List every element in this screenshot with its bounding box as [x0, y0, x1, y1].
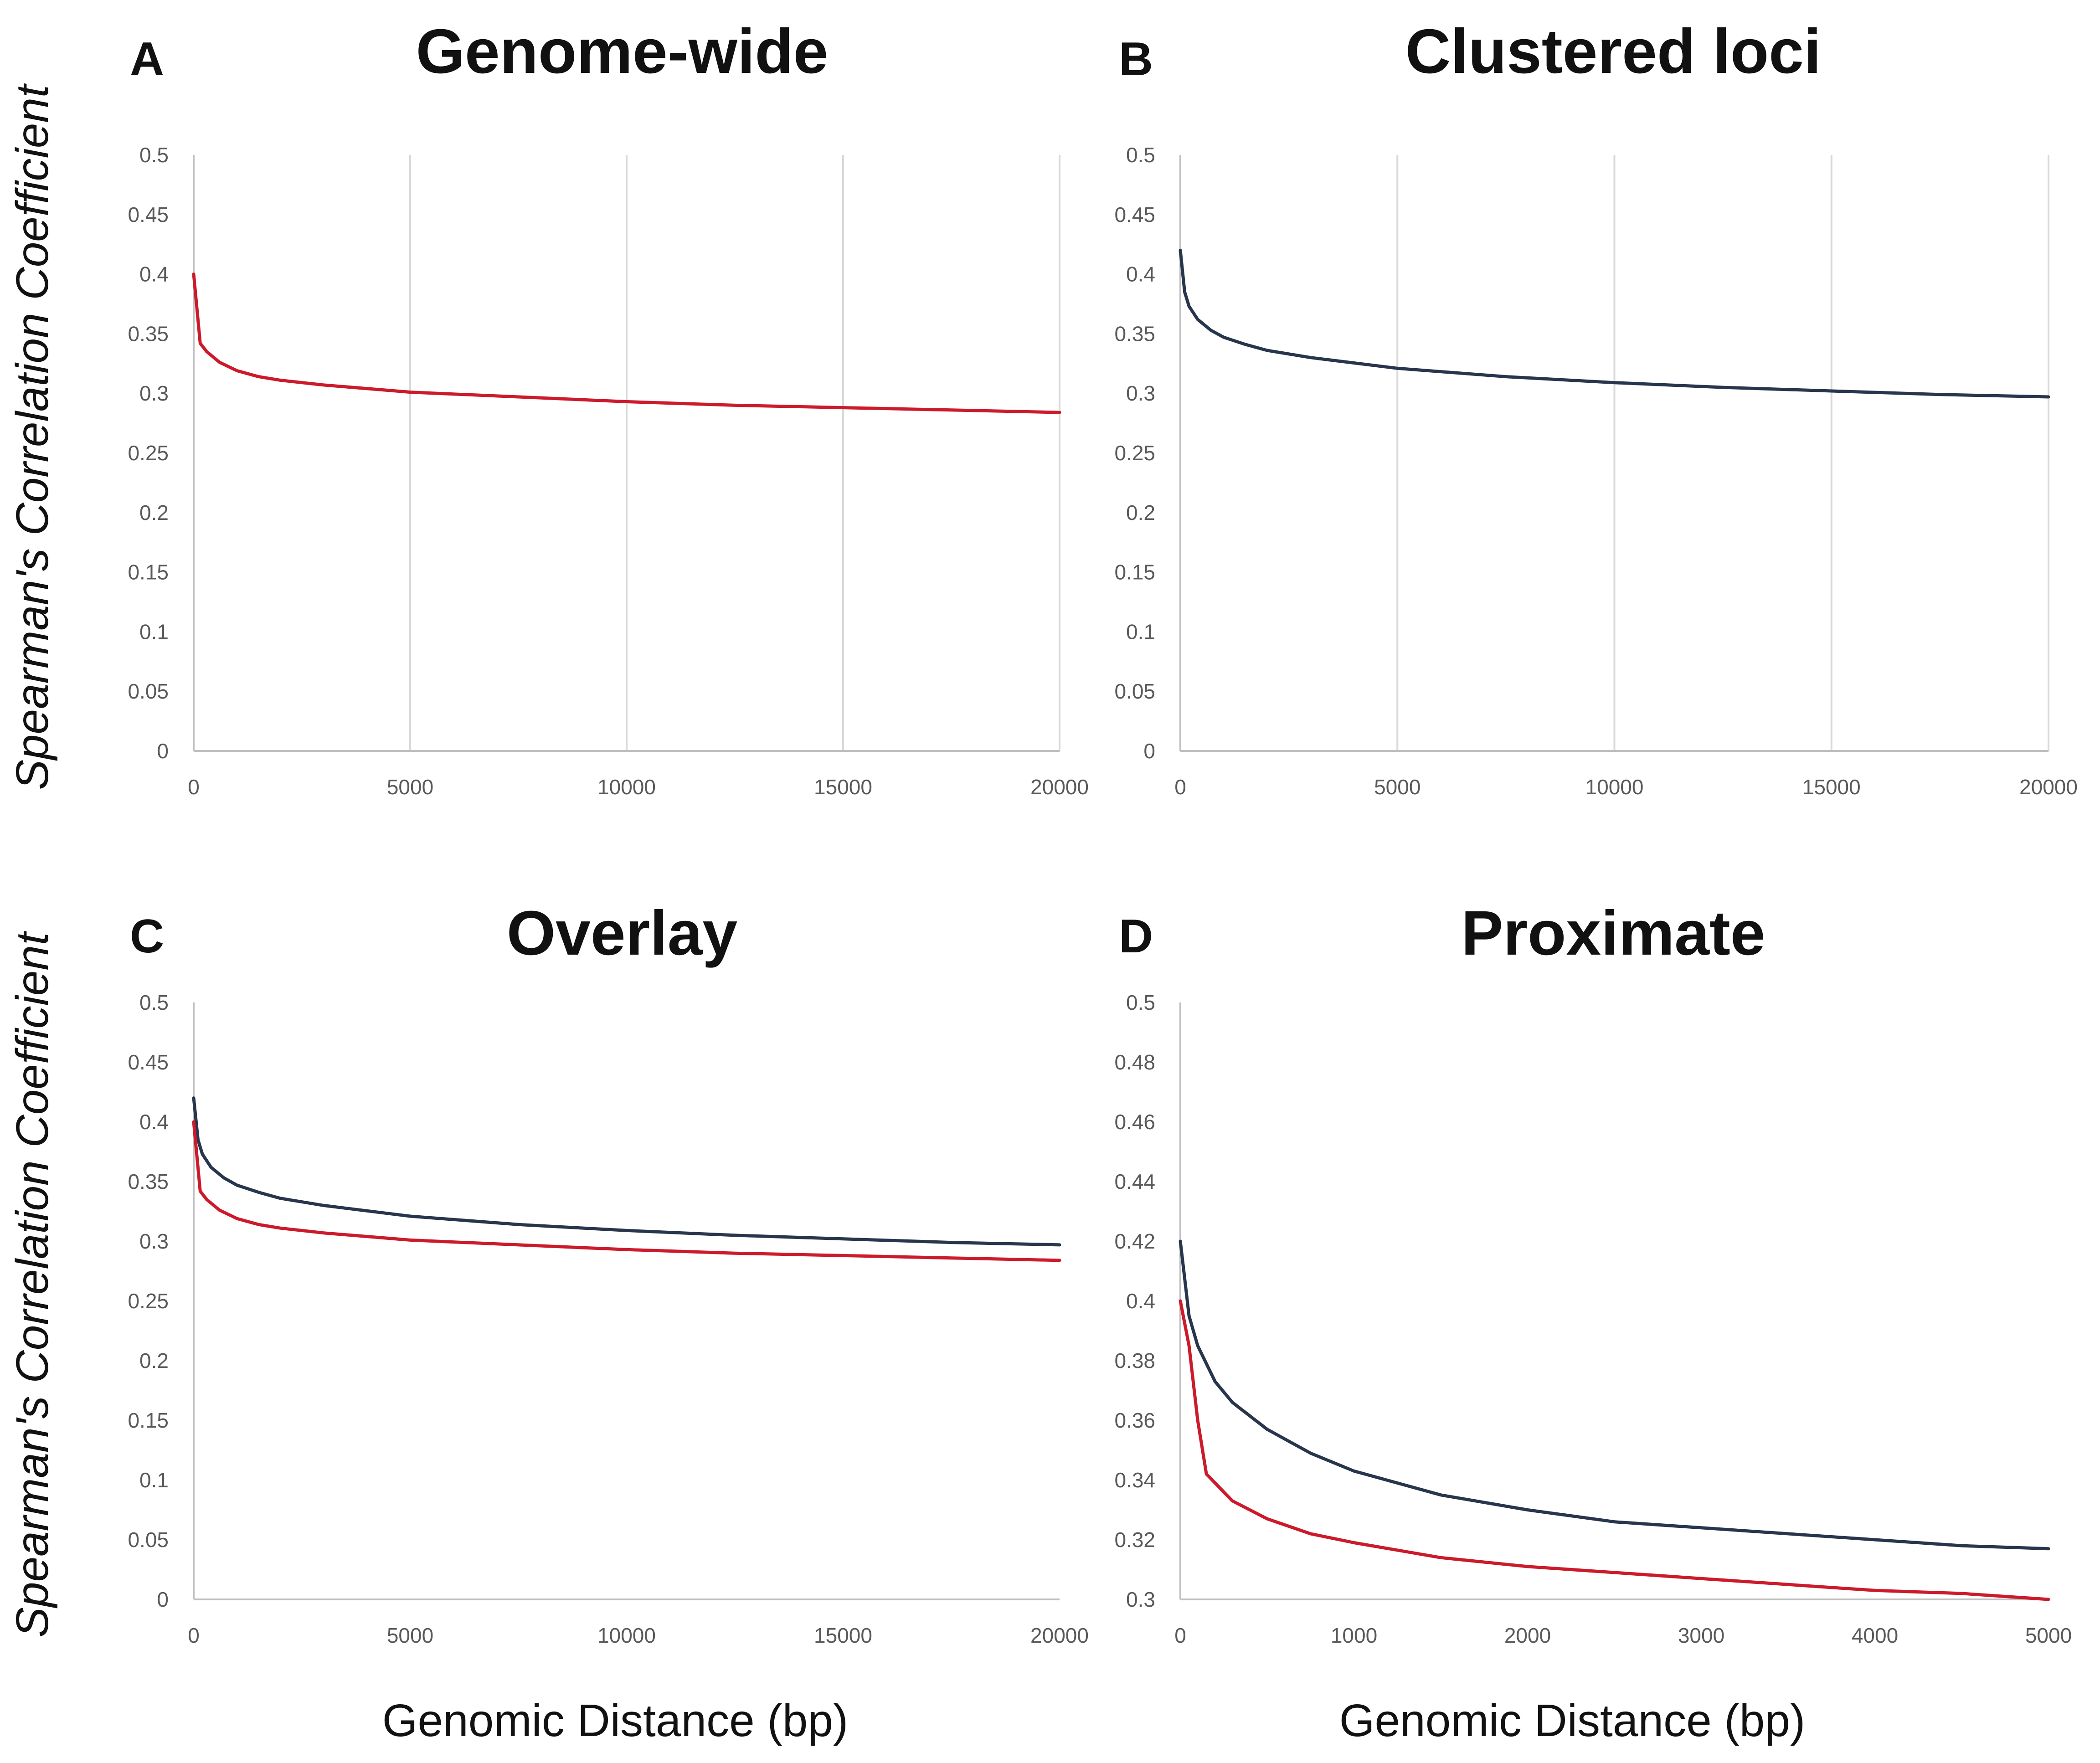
y-tick-label-c: 0	[157, 1588, 169, 1611]
x-tick-label-a: 20000	[1030, 775, 1089, 799]
y-tick-label-b: 0.2	[1126, 501, 1155, 524]
x-tick-label-a: 10000	[597, 775, 656, 799]
y-tick-label-c: 0.3	[139, 1229, 169, 1253]
x-tick-label-a: 5000	[387, 775, 433, 799]
y-tick-label-a: 0	[157, 739, 169, 763]
y-tick-label-a: 0.4	[139, 262, 169, 286]
y-tick-label-c: 0.5	[139, 991, 169, 1014]
chart-panels: Genome-wide A 0 0.05 0.1 0.15 0.2 0.25 0.3 0.35 0.…	[128, 16, 2077, 1647]
x-tick-label-d: 2000	[1504, 1624, 1551, 1647]
y-tick-label-b: 0.5	[1126, 143, 1155, 167]
y-tick-label-b: 0.1	[1126, 620, 1155, 643]
y-tick-label-b: 0.4	[1126, 262, 1155, 286]
panel-b: Clustered loci B 0 0.05 0.1 0.15 0.2 0.25 0.3 0.3…	[1114, 16, 2077, 799]
y-tick-label-d: 0.46	[1114, 1110, 1155, 1134]
y-tick-label-c: 0.25	[128, 1289, 169, 1313]
panel-letter-a: A	[130, 33, 164, 86]
series-line-a-genome-wide	[192, 272, 1061, 414]
y-tick-label-c: 0.4	[139, 1110, 169, 1134]
series-line-c-clustered-loci	[192, 1096, 1061, 1247]
y-tick-label-b: 0.35	[1114, 322, 1155, 345]
series-line-c-genome-wide	[192, 1120, 1061, 1262]
y-tick-label-c: 0.05	[128, 1528, 169, 1552]
x-tick-label-b: 10000	[1585, 775, 1644, 799]
panel-letter-b: B	[1119, 33, 1153, 86]
series-line-d-genome-wide	[1179, 1299, 2050, 1601]
series-line-b-clustered-loci	[1179, 248, 2050, 399]
y-tick-label-d: 0.42	[1114, 1229, 1155, 1253]
y-tick-label-a: 0.35	[128, 322, 169, 345]
y-tick-label-c: 0.2	[139, 1349, 169, 1372]
y-tick-label-d: 0.48	[1114, 1050, 1155, 1074]
y-tick-label-b: 0.15	[1114, 560, 1155, 584]
y-tick-label-a: 0.1	[139, 620, 169, 643]
y-tick-label-d: 0.4	[1126, 1289, 1155, 1313]
panel-letter-d: D	[1119, 910, 1153, 963]
y-tick-label-b: 0.05	[1114, 679, 1155, 703]
y-tick-label-c: 0.35	[128, 1170, 169, 1193]
panel-c: Overlay C 0 0.05 0.1 0.15 0.2 0.25 0.3 0.35 0.4 0.4…	[128, 898, 1088, 1647]
y-tick-label-a: 0.2	[139, 501, 169, 524]
x-tick-label-a: 0	[188, 775, 200, 799]
y-tick-label-d: 0.3	[1126, 1588, 1155, 1611]
panel-title-c: Overlay	[507, 898, 738, 968]
x-tick-label-b: 20000	[2019, 775, 2078, 799]
y-tick-label-a: 0.45	[128, 203, 169, 226]
y-tick-label-c: 0.45	[128, 1050, 169, 1074]
x-axis-label-left: Genomic Distance (bp)	[382, 1695, 849, 1746]
y-tick-label-d: 0.36	[1114, 1408, 1155, 1432]
x-tick-label-a: 15000	[814, 775, 872, 799]
x-tick-label-d: 3000	[1678, 1624, 1724, 1647]
y-tick-label-a: 0.25	[128, 441, 169, 465]
x-tick-label-c: 15000	[814, 1624, 872, 1647]
panel-letter-c: C	[130, 910, 164, 963]
y-tick-label-b: 0	[1143, 739, 1155, 763]
x-tick-label-b: 5000	[1374, 775, 1421, 799]
y-tick-label-b: 0.3	[1126, 381, 1155, 405]
x-tick-label-b: 15000	[1802, 775, 1861, 799]
y-tick-label-d: 0.38	[1114, 1349, 1155, 1372]
y-tick-label-d: 0.32	[1114, 1528, 1155, 1552]
x-tick-label-d: 1000	[1331, 1624, 1377, 1647]
x-tick-label-d: 0	[1174, 1624, 1186, 1647]
y-tick-label-a: 0.15	[128, 560, 169, 584]
x-axis-label-right: Genomic Distance (bp)	[1339, 1695, 1806, 1746]
y-tick-label-d: 0.34	[1114, 1468, 1155, 1492]
x-tick-label-c: 10000	[597, 1624, 656, 1647]
y-tick-label-c: 0.1	[139, 1468, 169, 1492]
x-tick-label-c: 20000	[1030, 1624, 1089, 1647]
y-tick-label-d: 0.44	[1114, 1170, 1155, 1193]
panel-title-a: Genome-wide	[416, 16, 829, 87]
panel-d: Proximate D 0.3 0.32 0.34 0.36 0.38 0.4 0.42 0.44…	[1114, 898, 2072, 1647]
y-tick-label-c: 0.15	[128, 1408, 169, 1432]
x-tick-label-d: 5000	[2025, 1624, 2072, 1647]
x-tick-label-b: 0	[1174, 775, 1186, 799]
y-axis-label-top: Spearman's Correlation Coefficient	[7, 83, 58, 790]
x-tick-label-d: 4000	[1852, 1624, 1898, 1647]
y-tick-label-a: 0.05	[128, 679, 169, 703]
x-tick-label-c: 0	[188, 1624, 200, 1647]
panel-title-d: Proximate	[1461, 898, 1765, 968]
y-tick-label-b: 0.25	[1114, 441, 1155, 465]
y-tick-label-d: 0.5	[1126, 991, 1155, 1014]
y-tick-label-a: 0.5	[139, 143, 169, 167]
series-line-d-clustered-loci	[1179, 1239, 2050, 1551]
x-tick-label-c: 5000	[387, 1624, 433, 1647]
y-tick-label-b: 0.45	[1114, 203, 1155, 226]
panel-title-b: Clustered loci	[1405, 16, 1822, 87]
y-tick-label-a: 0.3	[139, 381, 169, 405]
panel-a: Genome-wide A 0 0.05 0.1 0.15 0.2 0.25 0.3 0.35 0.…	[128, 16, 1088, 799]
y-axis-label-bottom: Spearman's Correlation Coefficient	[7, 930, 58, 1638]
